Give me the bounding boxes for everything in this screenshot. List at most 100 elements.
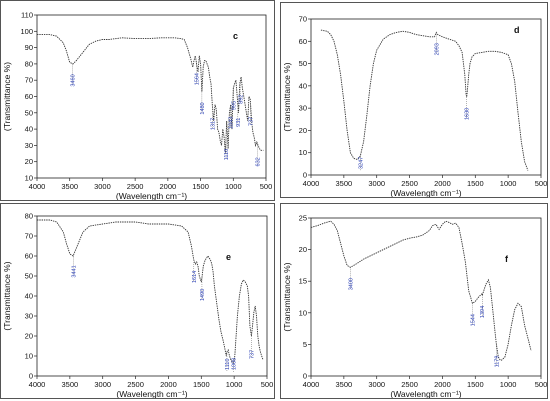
y-axis-label: (Transmittance %) bbox=[2, 261, 12, 330]
peak-label: 3460 bbox=[70, 74, 76, 86]
x-tick-label: 500 bbox=[535, 380, 547, 389]
y-tick-label: 70 bbox=[299, 15, 307, 24]
y-tick-label: 100 bbox=[20, 27, 33, 36]
x-tick-label: 1500 bbox=[193, 380, 210, 389]
x-tick-label: 500 bbox=[535, 179, 547, 188]
x-tick-label: 2000 bbox=[160, 182, 177, 191]
chart-c-svg: 4000 3500 3000 2500 2000 1500 1000 500 10 20 30 40 5… bbox=[2, 11, 273, 201]
peak-label: 1630 bbox=[465, 108, 471, 120]
x-tick-label: 2500 bbox=[127, 380, 144, 389]
y-tick-label: 50 bbox=[299, 59, 307, 68]
y-axis-label: (Transmittance %) bbox=[2, 62, 12, 131]
x-tick-label: 3000 bbox=[94, 380, 111, 389]
peak-label: 1544 bbox=[470, 314, 476, 326]
x-tick-label: 3500 bbox=[61, 182, 78, 191]
peak-label: 1614 bbox=[192, 271, 198, 283]
y-tick-label: 40 bbox=[25, 292, 33, 301]
peak-label: 995 bbox=[232, 101, 238, 110]
y-tick-label: 0 bbox=[303, 171, 307, 180]
y-axis-label: (Transmittance %) bbox=[282, 62, 292, 131]
y-tick-label: 20 bbox=[299, 245, 307, 254]
peak-label: 2093 bbox=[434, 43, 440, 55]
y-tick-label: 5 bbox=[303, 340, 307, 349]
x-tick-label: 1500 bbox=[467, 380, 484, 389]
y-tick-label: 80 bbox=[25, 212, 33, 221]
peak-label: 632 bbox=[255, 157, 261, 166]
x-tick-label: 1000 bbox=[500, 179, 517, 188]
x-tick-label: 2500 bbox=[127, 182, 144, 191]
peak-label: 1179 bbox=[494, 356, 500, 368]
peak-label: 737 bbox=[248, 117, 254, 126]
peak-label: 931 bbox=[236, 118, 242, 127]
y-tick-label: 70 bbox=[25, 232, 33, 241]
peak-label: 1043 bbox=[228, 117, 234, 129]
x-tick-label: 1000 bbox=[500, 380, 517, 389]
x-axis-label: (Wavelength cm⁻¹) bbox=[390, 188, 461, 197]
y-tick-label: 10 bbox=[25, 352, 33, 361]
spectrum-line bbox=[37, 219, 264, 364]
peak-label: 1110 bbox=[224, 149, 230, 160]
chart-e-svg: 4000 3500 3000 2500 2000 1500 1000 500 0 10 20 30 40… bbox=[2, 212, 274, 399]
chart-panel-d: 4000 3500 3000 2500 2000 1500 1000 500 0 10 20 30 40… bbox=[280, 2, 548, 198]
chart-panel-c: 4000 3500 3000 2500 2000 1500 1000 500 10 20 30 40 5… bbox=[0, 0, 275, 201]
x-tick-label: 500 bbox=[261, 380, 274, 389]
y-tick-label: 70 bbox=[25, 76, 33, 85]
x-tick-label: 500 bbox=[260, 182, 273, 191]
y-tick-label: 10 bbox=[299, 308, 307, 317]
chart-panel-e: 4000 3500 3000 2500 2000 1500 1000 500 0 10 20 30 40… bbox=[0, 203, 275, 399]
peak-label: 1008 bbox=[232, 358, 238, 370]
peak-label: 1394 bbox=[480, 306, 486, 318]
y-tick-label: 60 bbox=[25, 92, 33, 101]
y-tick-label: 15 bbox=[299, 277, 307, 286]
x-tick-label: 3000 bbox=[368, 380, 385, 389]
panel-letter: c bbox=[233, 31, 238, 41]
x-tick-label: 3000 bbox=[368, 179, 385, 188]
x-tick-label: 1000 bbox=[226, 380, 243, 389]
x-tick-label: 2000 bbox=[434, 380, 451, 389]
chart-d-svg: 4000 3500 3000 2500 2000 1500 1000 500 0 10 20 30 40… bbox=[282, 15, 547, 198]
x-tick-label: 1500 bbox=[192, 182, 209, 191]
plot-frame bbox=[36, 14, 267, 179]
chart-f-svg: 4000 3500 3000 2500 2000 1500 1000 500 0 5 10 15 20 2… bbox=[282, 214, 547, 399]
x-tick-label: 4000 bbox=[29, 182, 46, 191]
peak-label: 737 bbox=[249, 350, 255, 359]
y-tick-label: 0 bbox=[303, 372, 307, 381]
x-axis-label: (Wavelength cm⁻¹) bbox=[116, 191, 187, 200]
panel-letter: e bbox=[226, 252, 231, 262]
x-tick-label: 3500 bbox=[62, 380, 79, 389]
x-tick-label: 2000 bbox=[434, 179, 451, 188]
y-tick-label: 10 bbox=[25, 174, 33, 183]
y-tick-label: 20 bbox=[25, 332, 33, 341]
peak-label: 3441 bbox=[72, 265, 78, 277]
y-tick-label: 50 bbox=[25, 108, 33, 117]
x-tick-label: 1500 bbox=[467, 179, 484, 188]
y-tick-label: 50 bbox=[25, 272, 33, 281]
x-tick-label: 3000 bbox=[94, 182, 111, 191]
x-axis-label: (Wavelength cm⁻¹) bbox=[116, 389, 187, 398]
panel-letter: d bbox=[514, 25, 520, 35]
y-tick-label: 20 bbox=[25, 157, 33, 166]
peak-label: 1480 bbox=[200, 102, 206, 114]
x-tick-label: 4000 bbox=[29, 380, 46, 389]
x-tick-label: 2500 bbox=[401, 179, 418, 188]
x-tick-label: 1000 bbox=[225, 182, 242, 191]
spectrum-line bbox=[37, 34, 264, 154]
y-tick-label: 25 bbox=[299, 214, 307, 223]
spectrum-line bbox=[310, 220, 532, 361]
peak-label: 1317 bbox=[211, 118, 217, 130]
x-tick-label: 3500 bbox=[336, 380, 353, 389]
peak-label: 3400 bbox=[348, 278, 354, 290]
plot-frame bbox=[310, 217, 542, 377]
y-axis-label: (Transmittance %) bbox=[282, 262, 292, 331]
x-tick-label: 2000 bbox=[160, 380, 177, 389]
y-tick-label: 30 bbox=[25, 141, 33, 150]
x-tick-label: 4000 bbox=[303, 179, 320, 188]
y-tick-label: 40 bbox=[299, 81, 307, 90]
y-tick-label: 30 bbox=[299, 104, 307, 113]
peak-label: 1490 bbox=[200, 289, 206, 301]
plot-frame bbox=[310, 18, 542, 176]
y-tick-label: 40 bbox=[25, 125, 33, 134]
peak-label: 1564 bbox=[194, 73, 200, 85]
y-tick-label: 20 bbox=[299, 126, 307, 135]
x-tick-label: 3500 bbox=[336, 179, 353, 188]
